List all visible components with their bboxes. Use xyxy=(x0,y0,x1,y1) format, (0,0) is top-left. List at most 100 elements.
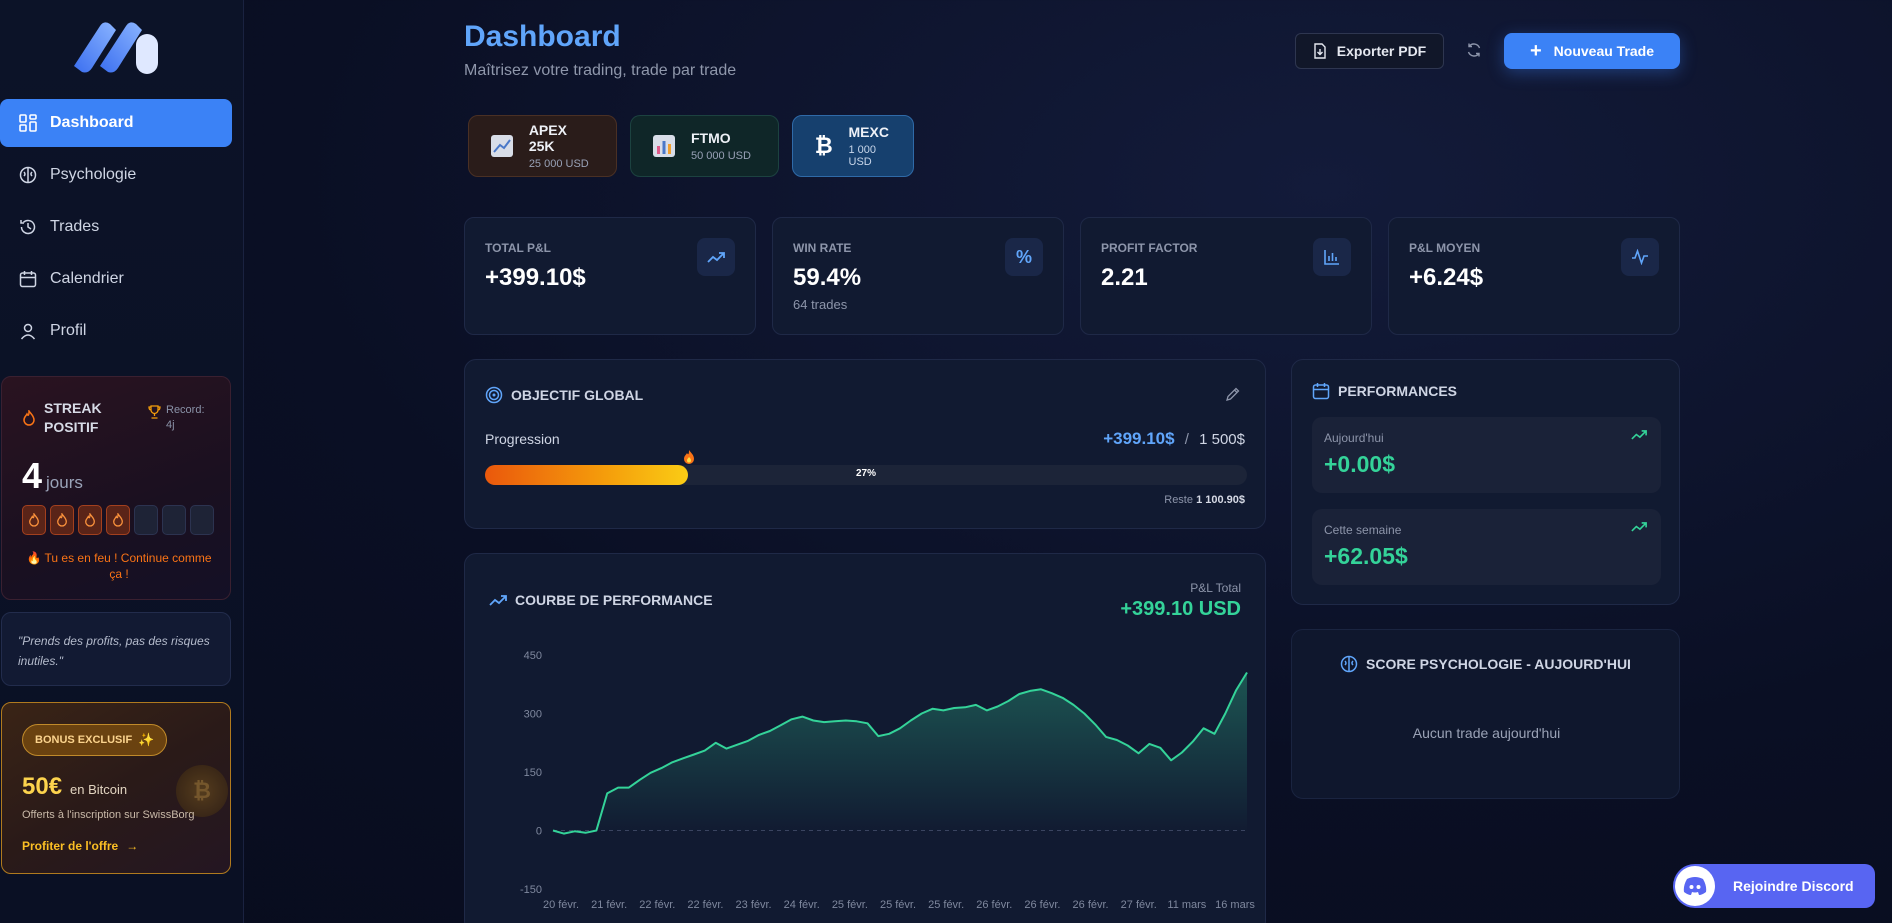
flame-icon xyxy=(23,410,35,426)
x-tick-label: 27 févr. xyxy=(1121,899,1157,911)
export-pdf-label: Exporter PDF xyxy=(1336,43,1427,59)
streak-count: 4 xyxy=(22,455,43,496)
streak-day-active xyxy=(106,505,130,535)
stat-label: TOTAL P&L xyxy=(485,241,551,255)
stat-value: +6.24$ xyxy=(1409,264,1484,291)
new-trade-button[interactable]: + Nouveau Trade xyxy=(1504,33,1680,69)
stat-label: WIN RATE xyxy=(793,241,852,255)
streak-day-active xyxy=(50,505,74,535)
account-name: MEXC xyxy=(848,124,889,140)
progress-target: 1 500$ xyxy=(1199,431,1245,448)
account-size: 1 000 USD xyxy=(848,144,877,168)
bitcoin-icon: ₿ xyxy=(176,765,228,817)
stat-label: PROFIT FACTOR xyxy=(1101,241,1198,255)
chart-up-icon xyxy=(489,133,515,159)
nav-label: Dashboard xyxy=(50,114,134,131)
flame-icon xyxy=(683,450,694,464)
app-logo[interactable] xyxy=(70,16,162,76)
bonus-badge-label: BONUS EXCLUSIF xyxy=(35,734,133,746)
perf-today: Aujourd'hui +0.00$ xyxy=(1312,417,1661,493)
page-title: Dashboard xyxy=(464,20,621,53)
main-nav: Dashboard Psychologie Trades Calendrier … xyxy=(0,99,232,359)
performances-title: PERFORMANCES xyxy=(1338,383,1458,399)
pnl-total-label: P&L Total xyxy=(1190,581,1241,595)
bonus-amount: 50€ en Bitcoin xyxy=(22,773,127,801)
x-tick-label: 25 févr. xyxy=(880,899,916,911)
stat-value: 59.4% xyxy=(793,264,862,291)
nav-item-psychologie[interactable]: Psychologie xyxy=(0,151,232,199)
psych-header: SCORE PSYCHOLOGIE - AUJOURD'HUI xyxy=(1340,655,1631,673)
account-mexc[interactable]: ₿ MEXC 1 000 USD xyxy=(792,115,914,177)
stat-sub: 64 trades xyxy=(793,297,848,312)
streak-record: Record: 4j xyxy=(166,404,205,431)
psych-empty: Aucun trade aujourd'hui xyxy=(1412,725,1561,741)
join-discord-button[interactable]: Rejoindre Discord xyxy=(1673,864,1875,908)
perf-label: Cette semaine xyxy=(1324,523,1402,537)
nav-item-trades[interactable]: Trades xyxy=(0,203,232,251)
objective-title: OBJECTIF GLOBAL xyxy=(511,387,644,403)
calendar-icon xyxy=(1312,383,1330,400)
account-info: MEXC 1 000 USD xyxy=(849,124,894,168)
objective-card: OBJECTIF GLOBAL Progression +399.10$ / 1… xyxy=(464,359,1266,529)
performances-header: PERFORMANCES xyxy=(1312,382,1457,400)
account-apex[interactable]: APEX 25K 25 000 USD xyxy=(468,115,617,177)
curve-title: COURBE DE PERFORMANCE xyxy=(515,592,713,608)
bonus-card: BONUS EXCLUSIF ✨ 50€ en Bitcoin ₿ Offert… xyxy=(1,702,231,874)
remaining-value: 1 100.90$ xyxy=(1196,494,1245,506)
remaining: Reste 1 100.90$ xyxy=(1164,494,1245,506)
flame-icon xyxy=(113,513,123,527)
trending-up-icon xyxy=(1631,522,1647,532)
percent-icon: % xyxy=(1005,238,1043,276)
account-ftmo[interactable]: FTMO 50 000 USD xyxy=(630,115,779,177)
x-tick-label: 11 mars xyxy=(1167,899,1206,911)
performance-curve-card: COURBE DE PERFORMANCE P&L Total +399.10 … xyxy=(464,553,1266,923)
psych-score-card: SCORE PSYCHOLOGIE - AUJOURD'HUI Aucun tr… xyxy=(1291,629,1680,799)
nav-item-profil[interactable]: Profil xyxy=(0,307,232,355)
flame-icon xyxy=(85,513,95,527)
x-tick-label: 26 févr. xyxy=(976,899,1012,911)
performances-card: PERFORMANCES Aujourd'hui +0.00$ Cette se… xyxy=(1291,359,1680,605)
progress-bar-fill xyxy=(485,465,688,485)
refresh-button[interactable] xyxy=(1464,40,1484,60)
y-tick-label: 300 xyxy=(524,709,542,721)
plus-icon: + xyxy=(1529,40,1542,62)
edit-objective-button[interactable] xyxy=(1225,386,1241,407)
bonus-offer-link[interactable]: Profiter de l'offre → xyxy=(22,839,138,853)
stat-pnl-moyen: P&L MOYEN +6.24$ xyxy=(1388,217,1680,335)
streak-day-empty xyxy=(162,505,186,535)
x-tick-label: 20 févr. xyxy=(543,899,579,911)
streak-card: STREAK POSITIF Record: 4j 4 jours 🔥 Tu e… xyxy=(1,376,231,600)
stat-value: +399.10$ xyxy=(485,264,586,291)
trending-up-icon xyxy=(697,238,735,276)
bar-chart-icon xyxy=(1313,238,1351,276)
bonus-amount-value: 50€ xyxy=(22,773,63,800)
streak-day-empty xyxy=(134,505,158,535)
psych-title: SCORE PSYCHOLOGIE - AUJOURD'HUI xyxy=(1366,656,1631,672)
x-tick-label: 22 févr. xyxy=(639,899,675,911)
streak-days: 4 jours xyxy=(22,455,83,497)
account-size: 50 000 USD xyxy=(691,150,751,162)
x-tick-label: 26 févr. xyxy=(1024,899,1060,911)
x-tick-label: 21 févr. xyxy=(591,899,627,911)
x-tick-label: 23 févr. xyxy=(736,899,772,911)
perf-value: +62.05$ xyxy=(1324,543,1408,569)
stat-value: 2.21 xyxy=(1101,264,1148,291)
x-tick-label: 22 févr. xyxy=(687,899,723,911)
file-download-icon xyxy=(1314,43,1326,59)
streak-unit: jours xyxy=(46,473,83,492)
nav-item-dashboard[interactable]: Dashboard xyxy=(0,99,232,147)
curve-header: COURBE DE PERFORMANCE xyxy=(489,592,713,608)
trending-up-icon xyxy=(1631,430,1647,440)
pnl-line xyxy=(552,671,1248,835)
x-tick-label: 25 févr. xyxy=(832,899,868,911)
export-pdf-button[interactable]: Exporter PDF xyxy=(1295,33,1444,69)
stat-label: P&L MOYEN xyxy=(1409,241,1481,255)
x-tick-label: 26 févr. xyxy=(1073,899,1109,911)
nav-item-calendrier[interactable]: Calendrier xyxy=(0,255,232,303)
trending-up-icon xyxy=(489,595,507,606)
streak-day-active xyxy=(78,505,102,535)
objective-header: OBJECTIF GLOBAL xyxy=(485,386,643,404)
perf-week: Cette semaine +62.05$ xyxy=(1312,509,1661,585)
progress-bar: 27% xyxy=(485,450,1247,485)
